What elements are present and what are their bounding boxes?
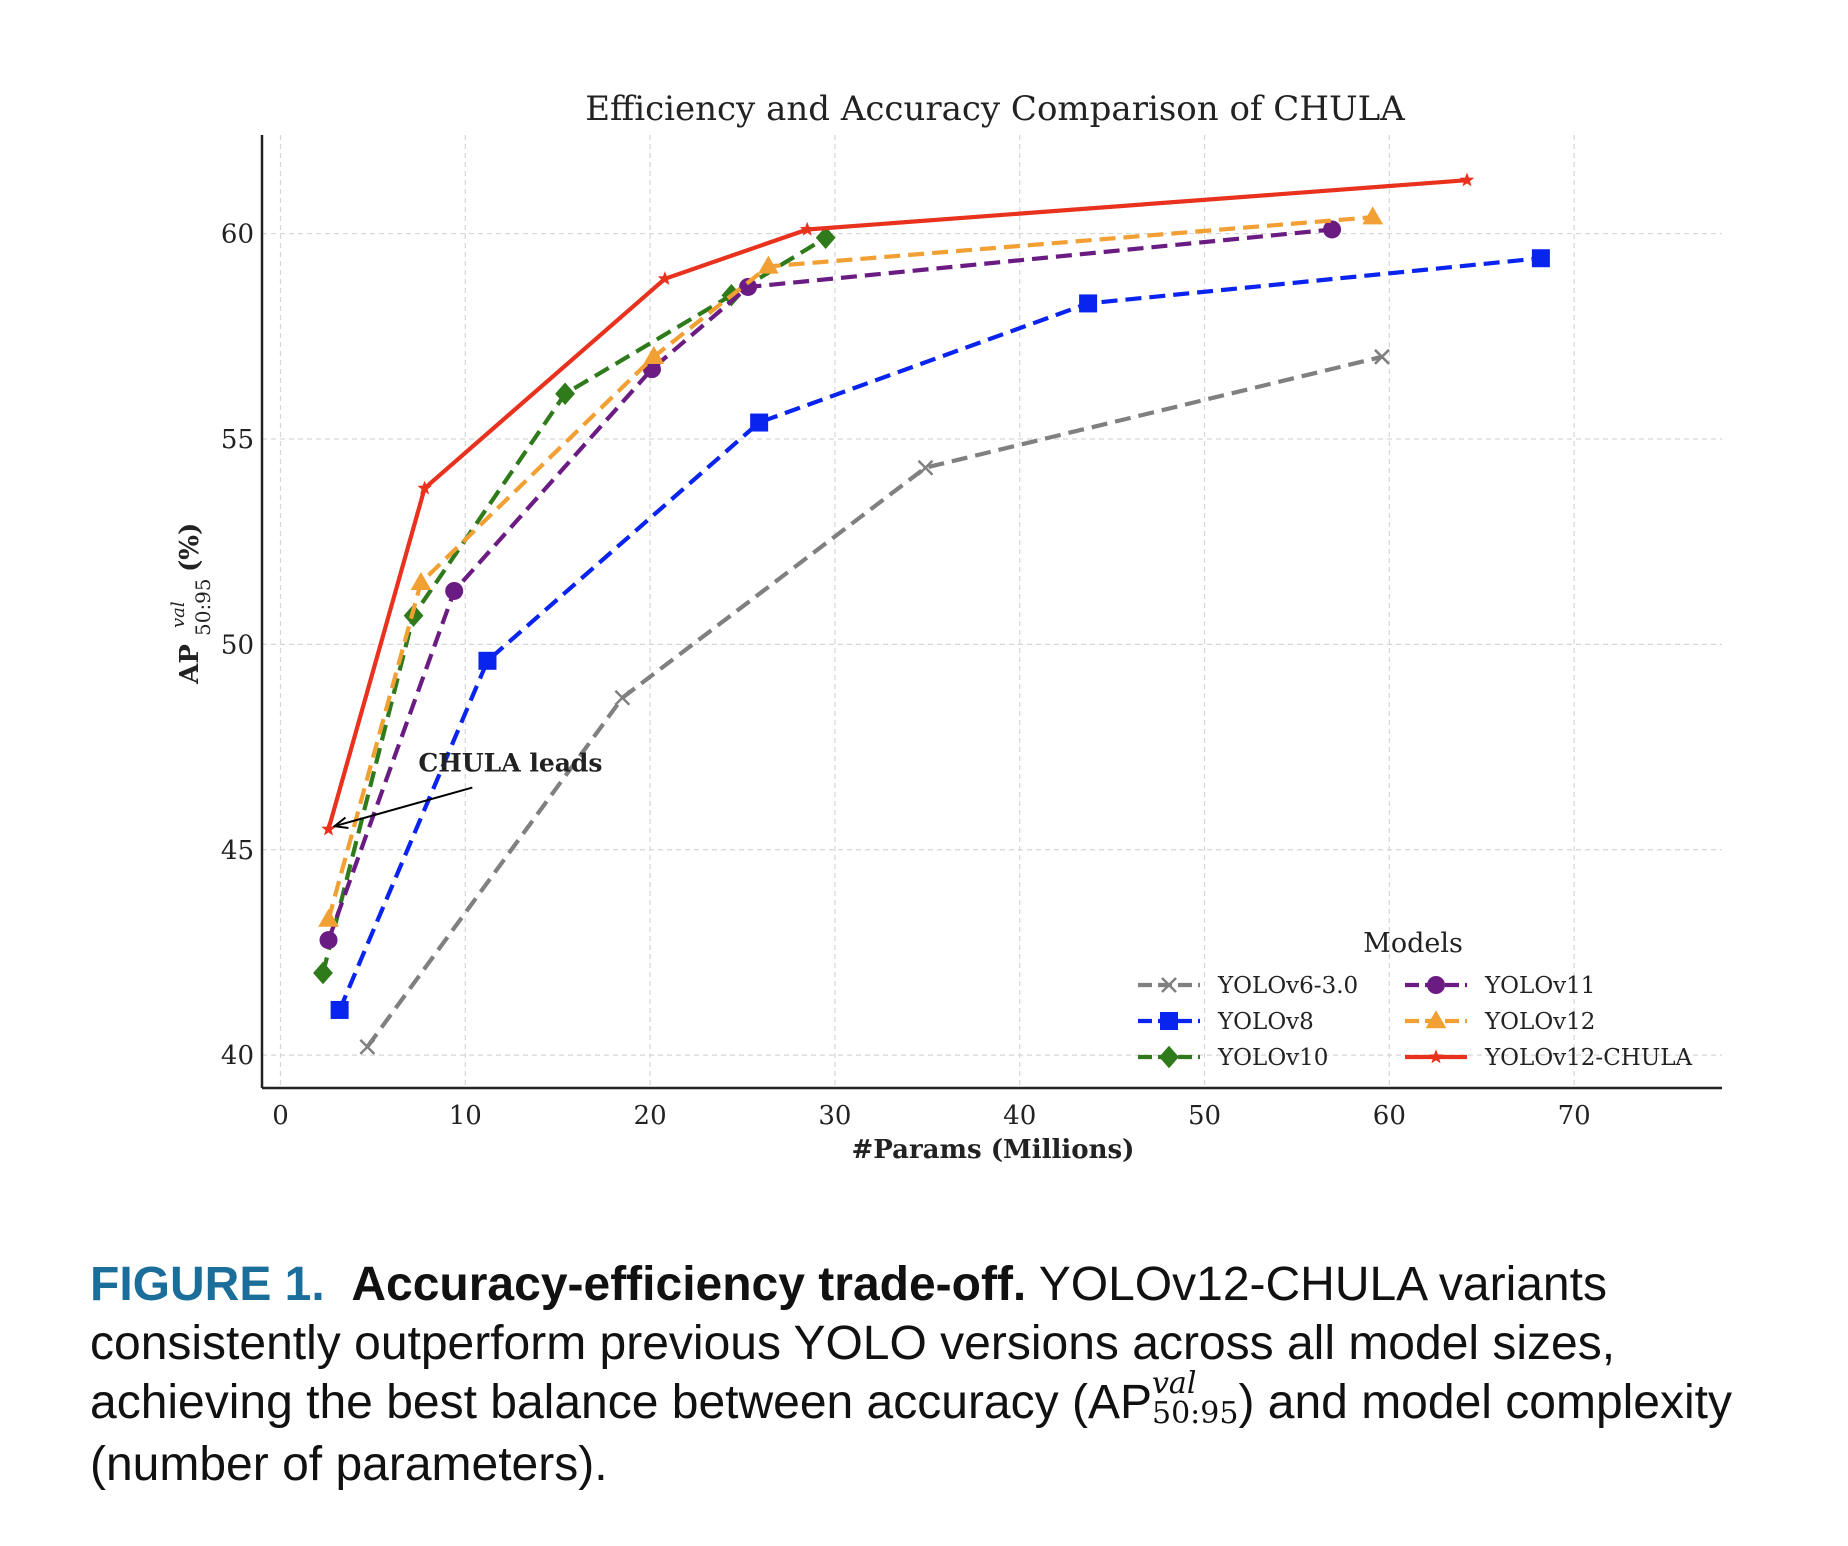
point-marker-triangle	[1362, 206, 1384, 225]
y-tick-label: 60	[221, 220, 254, 250]
point-marker-square	[1531, 249, 1550, 268]
y-label-sup: val	[168, 601, 189, 628]
point-marker-star	[1459, 172, 1475, 187]
point-marker-diamond	[815, 226, 836, 249]
legend-label: YOLOv10	[1217, 1045, 1328, 1071]
series-group	[313, 172, 1550, 1055]
y-tick-label: 40	[221, 1041, 254, 1071]
series-line	[326, 215, 1373, 921]
point-marker-diamond	[1159, 1045, 1179, 1069]
legend-item: YOLOv11	[1405, 973, 1595, 999]
legend-item: YOLOv12-CHULA	[1405, 1045, 1693, 1071]
point-marker-square	[1079, 294, 1098, 313]
y-tick-label: 45	[221, 836, 254, 866]
legend-item: YOLOv6-3.0	[1138, 973, 1358, 999]
series-yolov12	[318, 206, 1384, 927]
y-label-suffix: (%)	[175, 523, 205, 572]
point-marker-x	[1374, 348, 1390, 365]
point-marker-circle	[319, 931, 338, 950]
series-line	[320, 235, 827, 974]
point-marker-x	[614, 689, 631, 706]
point-marker-diamond	[313, 961, 333, 985]
caption-sub: 50:95	[1151, 1396, 1239, 1432]
point-marker-star	[417, 480, 432, 495]
point-marker-circle	[1427, 976, 1445, 994]
series-yolov12-chula	[321, 172, 1475, 836]
series-yolov8	[330, 249, 1550, 1019]
point-marker-triangle	[410, 571, 432, 590]
x-tick-label: 70	[1558, 1101, 1591, 1131]
grid-lines	[262, 135, 1722, 1088]
point-marker-x	[917, 459, 934, 476]
caption-ap-scripts: val 50:95	[1152, 1369, 1238, 1429]
tick-labels: 0 10 20 30 40 50 60 70 40 45 50 55 60	[221, 220, 1591, 1131]
annotation: CHULA leads	[332, 749, 602, 829]
point-marker-triangle	[643, 346, 665, 365]
y-tick-label: 55	[221, 425, 254, 455]
legend-label: YOLOv12-CHULA	[1484, 1045, 1693, 1071]
point-marker-circle	[445, 581, 464, 600]
caption-sup: val	[1151, 1366, 1197, 1402]
point-marker-square	[750, 413, 769, 432]
legend-label: YOLOv12	[1484, 1009, 1595, 1035]
point-marker-star	[799, 221, 815, 236]
axes	[260, 135, 1722, 1090]
y-tick-label: 50	[221, 630, 254, 660]
point-marker-x	[1161, 977, 1177, 993]
x-tick-label: 10	[449, 1101, 482, 1131]
legend-item: YOLOv12	[1405, 1009, 1595, 1035]
series-line	[365, 354, 1383, 1049]
point-marker-square	[330, 1000, 349, 1019]
series-line	[326, 227, 1333, 941]
y-label-base: AP	[175, 644, 205, 685]
x-axis-label: #Params (Millions)	[851, 1135, 1134, 1165]
legend-label: YOLOv11	[1484, 973, 1595, 999]
point-marker-triangle	[758, 255, 779, 274]
annotation-text: CHULA leads	[418, 749, 602, 778]
annotation-arrow	[334, 786, 473, 828]
x-tick-label: 60	[1373, 1101, 1406, 1131]
caption-title: Accuracy-efficiency trade-off.	[351, 1258, 1027, 1311]
annotation-arrowhead	[332, 816, 349, 829]
y-axis-label: AP val 50:95 (%)	[168, 523, 215, 685]
x-tick-label: 50	[1188, 1101, 1221, 1131]
series-yolov11	[319, 220, 1342, 950]
legend-label: YOLOv6-3.0	[1217, 973, 1358, 999]
chart-title: Efficiency and Accuracy Comparison of CH…	[585, 89, 1405, 129]
caption-text: YOLOv12-CHULA variants consistently outp…	[90, 1258, 1616, 1429]
point-marker-square	[478, 651, 497, 670]
y-label-sub: 50:95	[191, 578, 215, 636]
point-marker-square	[1160, 1012, 1178, 1030]
point-marker-star	[657, 271, 673, 285]
legend-label: YOLOv8	[1217, 1009, 1314, 1035]
point-marker-diamond	[555, 382, 575, 406]
series-yolov6-3-0	[359, 348, 1390, 1055]
point-marker-star	[1428, 1049, 1444, 1064]
figure-label: FIGURE 1.	[90, 1258, 325, 1311]
point-marker-triangle	[318, 908, 339, 927]
figure-caption: FIGURE 1. Accuracy-efficiency trade-off.…	[90, 1255, 1810, 1494]
legend-item: YOLOv10	[1138, 1045, 1328, 1071]
x-tick-label: 0	[272, 1101, 289, 1131]
series-line	[337, 256, 1542, 1011]
point-marker-triangle	[1425, 1010, 1447, 1029]
legend-item: YOLOv8	[1138, 1009, 1314, 1035]
caption-text-after: ) and model complexity (number of parame…	[90, 1376, 1732, 1492]
x-tick-label: 30	[818, 1101, 851, 1131]
x-tick-label: 20	[634, 1101, 667, 1131]
point-marker-star	[321, 821, 336, 836]
point-marker-circle	[739, 277, 758, 296]
point-marker-x	[359, 1039, 376, 1055]
x-tick-label: 40	[1003, 1101, 1036, 1131]
legend-title: Models	[1363, 928, 1463, 959]
point-marker-circle	[1323, 220, 1342, 239]
